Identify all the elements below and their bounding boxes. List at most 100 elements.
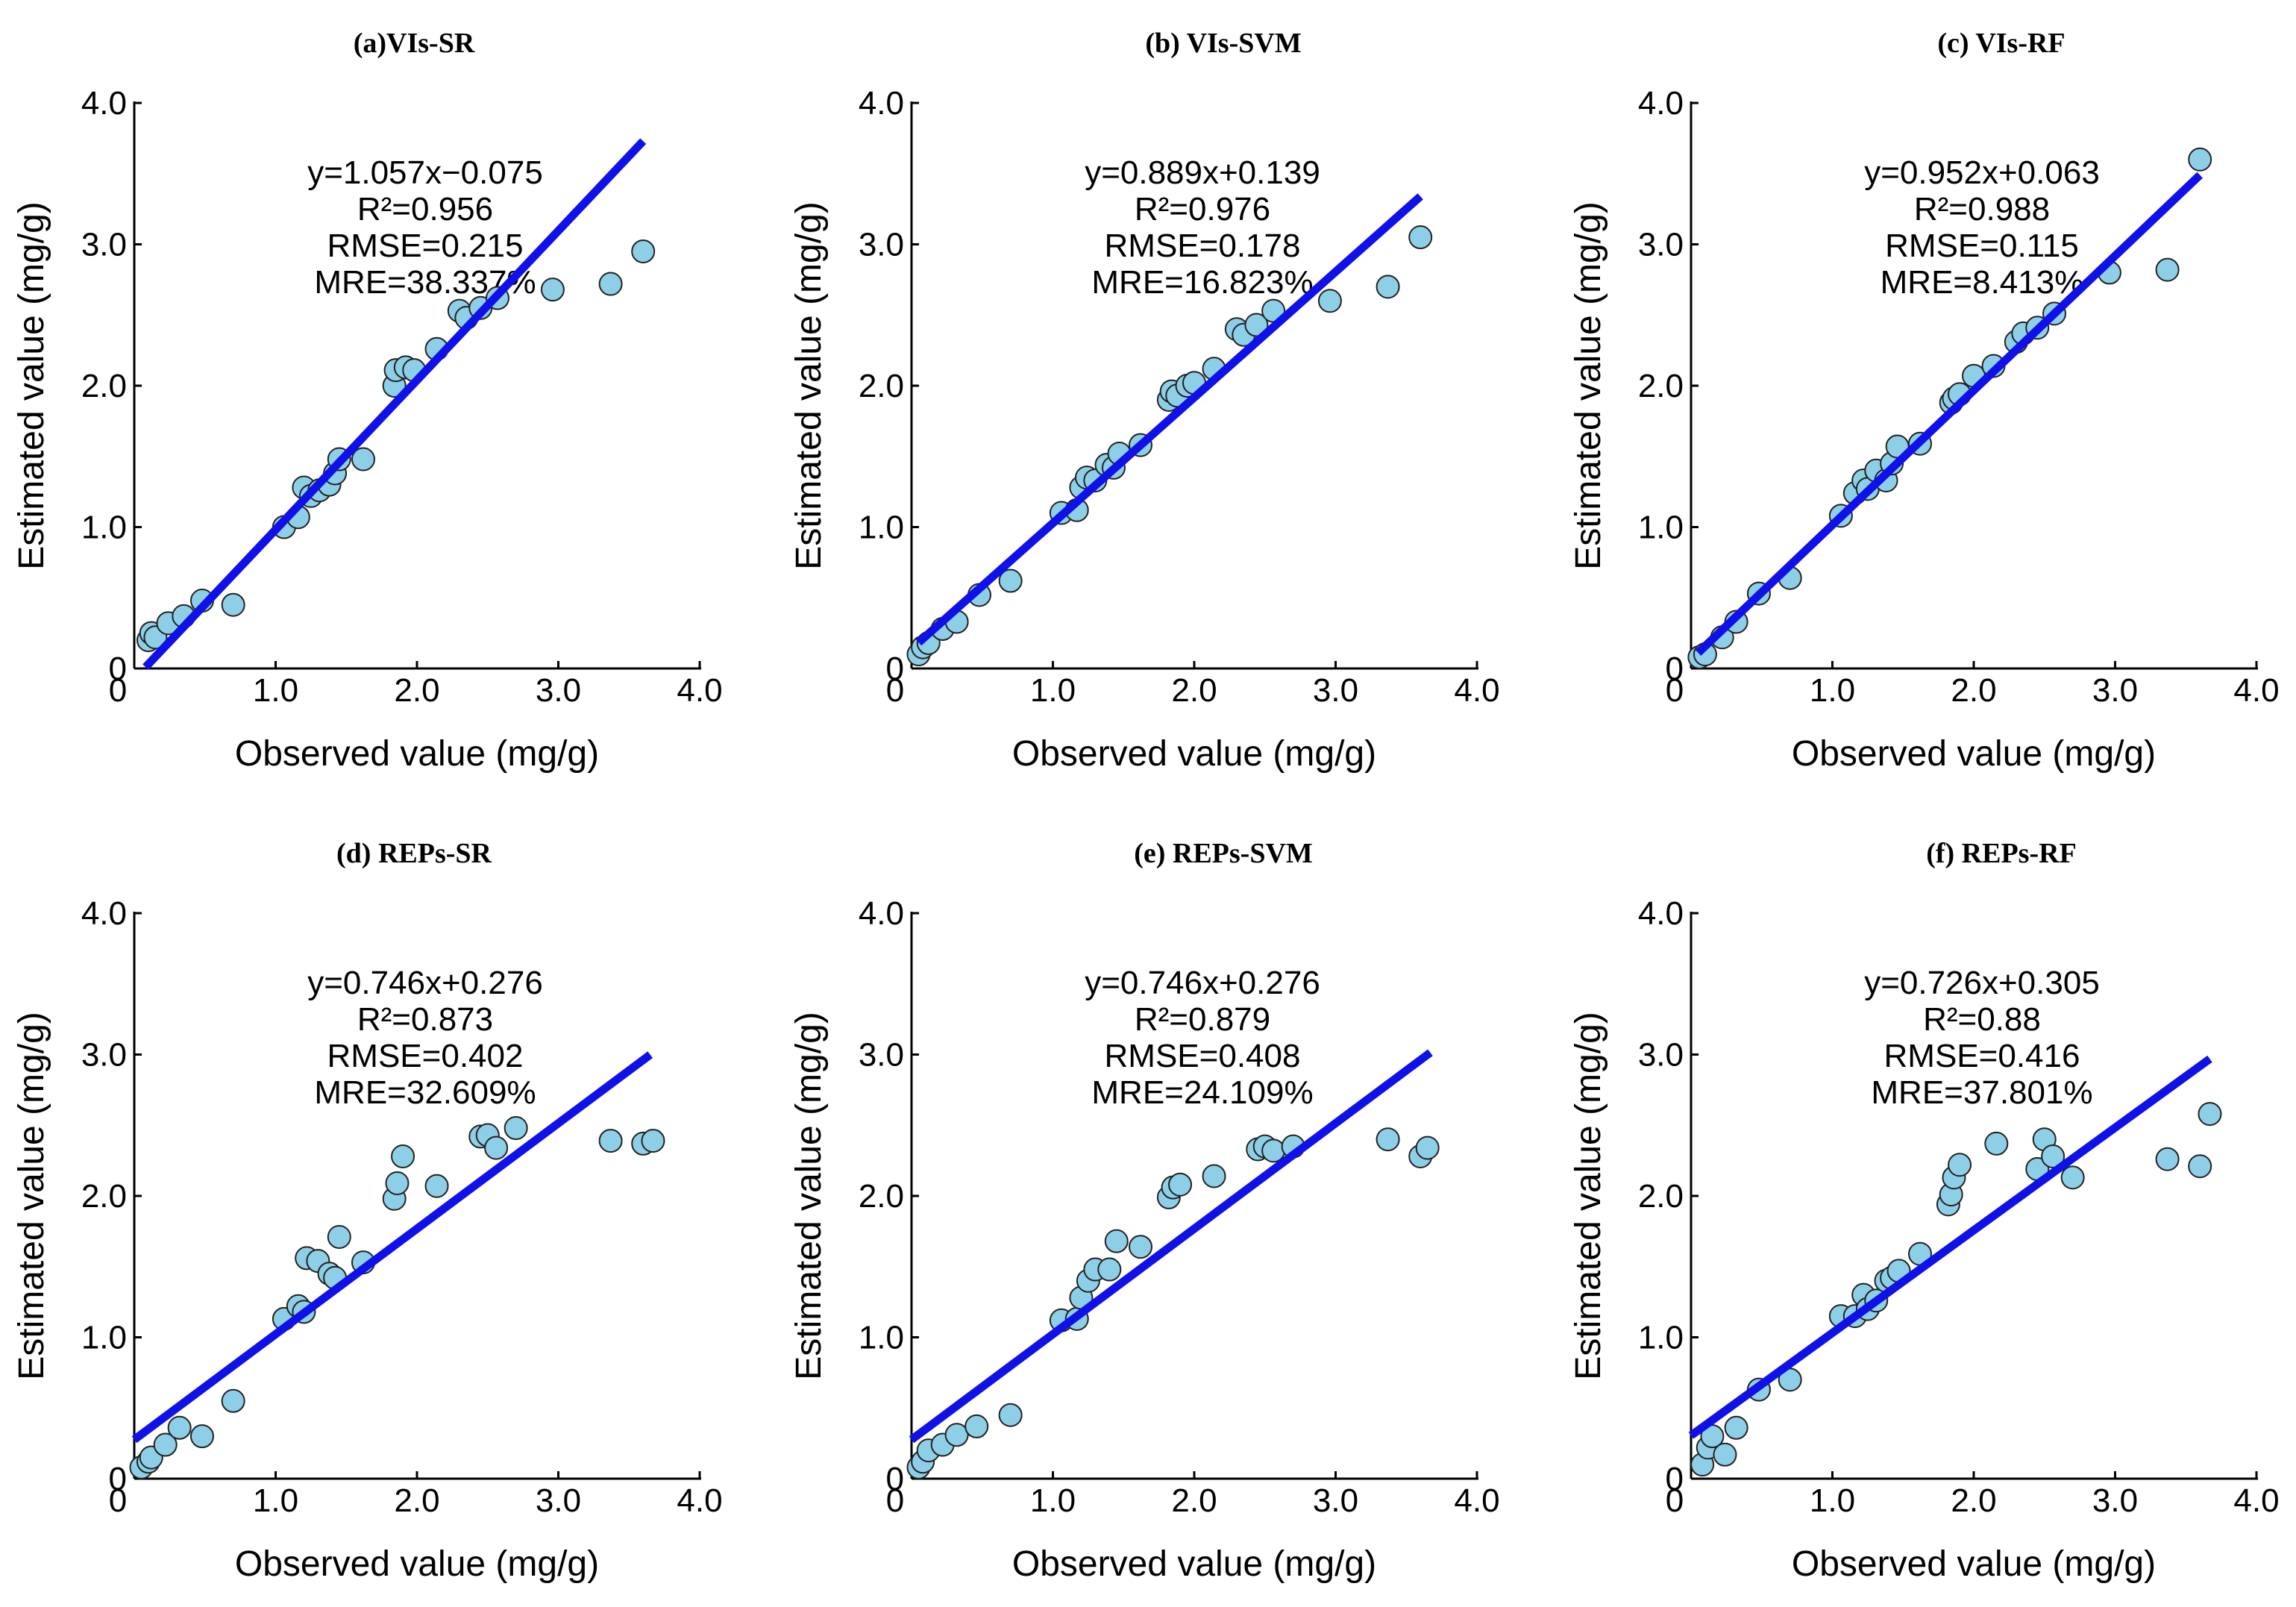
x-tick-label: 1.0 <box>1810 672 1855 709</box>
annotation-line: RMSE=0.408 <box>1105 1038 1301 1074</box>
x-tick-label: 3.0 <box>536 1482 581 1519</box>
data-point <box>484 1135 509 1160</box>
data-point <box>2198 1102 2222 1127</box>
x-tick-label: 4.0 <box>677 672 722 709</box>
data-point <box>598 1129 623 1153</box>
regression-line <box>142 138 647 670</box>
y-tick-label: 0 <box>1666 651 1684 687</box>
x-axis-label: Observed value (mg/g) <box>1792 1544 2156 1584</box>
x-tick-label: 4.0 <box>1454 1482 1499 1519</box>
x-tick-label: 4.0 <box>2233 672 2279 709</box>
y-axis-label: Estimated value (mg/g) <box>789 1012 829 1380</box>
y-tick-label: 4.0 <box>859 895 904 932</box>
annotation-line: RMSE=0.402 <box>327 1038 524 1074</box>
y-tick-label: 2.0 <box>859 1178 904 1215</box>
data-point <box>1168 1172 1193 1197</box>
x-tick-label: 2.0 <box>1171 1482 1217 1519</box>
x-tick-label: 0 <box>886 672 904 709</box>
x-tick-label: 0 <box>109 1482 127 1519</box>
x-tick-label: 3.0 <box>536 672 581 709</box>
data-point <box>504 1116 528 1141</box>
regression-line <box>915 193 1423 646</box>
x-axis-label: Observed value (mg/g) <box>235 734 599 774</box>
y-tick-label: 2.0 <box>1638 368 1684 404</box>
y-tick-label: 1.0 <box>1638 1320 1684 1356</box>
y-tick-label: 1.0 <box>81 510 127 546</box>
x-tick-label: 0 <box>109 672 127 709</box>
data-point <box>351 447 375 472</box>
annotation-line: RMSE=0.416 <box>1884 1038 2080 1074</box>
y-tick-label: 4.0 <box>1638 895 1684 932</box>
y-tick-label: 3.0 <box>81 1037 127 1074</box>
annotation-line: RMSE=0.178 <box>1105 228 1301 264</box>
panel-title: (c) VIs-RF <box>1937 28 2065 59</box>
y-tick-label: 1.0 <box>859 1320 904 1356</box>
y-tick-label: 1.0 <box>859 510 904 546</box>
y-tick-label: 2.0 <box>81 1178 127 1215</box>
data-point <box>1202 1164 1226 1188</box>
x-axis-label: Observed value (mg/g) <box>1012 1544 1376 1584</box>
y-axis-label: Estimated value (mg/g) <box>12 201 51 570</box>
panel-title: (d) REPs-SR <box>336 838 492 869</box>
x-tick-label: 0 <box>1666 672 1684 709</box>
data-point <box>1128 1235 1152 1259</box>
annotation-line: y=1.057x−0.075 <box>307 154 543 191</box>
x-axis-label: Observed value (mg/g) <box>1012 734 1376 774</box>
panel-5: (e) REPs-SVM 0 1.0 2.0 3.0 4.0 0 1.0 2.0 3.0 4.0 Ob… <box>789 838 1500 1584</box>
annotation-line: MRE=37.801% <box>1871 1074 2092 1111</box>
x-tick-label: 3.0 <box>1313 672 1358 709</box>
x-axis-label: Observed value (mg/g) <box>1792 734 2156 774</box>
y-tick-label: 0 <box>109 651 127 687</box>
data-point <box>424 1174 449 1198</box>
data-point <box>944 1423 969 1447</box>
data-point <box>391 1144 415 1168</box>
data-point <box>221 1388 245 1413</box>
x-tick-label: 4.0 <box>677 1482 722 1519</box>
data-point <box>1104 1229 1129 1253</box>
y-tick-label: 2.0 <box>1638 1178 1684 1215</box>
data-point <box>1984 1131 2009 1156</box>
data-point <box>167 1415 192 1440</box>
data-point <box>1948 1153 1972 1177</box>
y-tick-label: 0 <box>1666 1461 1684 1497</box>
annotation-line: R²=0.879 <box>1135 1001 1270 1038</box>
y-tick-label: 1.0 <box>1638 510 1684 546</box>
y-axis-label: Estimated value (mg/g) <box>1569 201 1608 570</box>
data-point <box>221 592 245 617</box>
panel-3: (c) VIs-RF 0 1.0 2.0 3.0 4.0 0 1.0 2.0 3.0 4.0 Obse… <box>1569 28 2280 774</box>
x-tick-label: 0 <box>1666 1482 1684 1519</box>
data-point <box>998 568 1023 593</box>
data-point <box>631 239 656 263</box>
y-tick-label: 3.0 <box>859 227 904 263</box>
data-point <box>153 1432 178 1457</box>
panel-title: (a)VIs-SR <box>354 28 475 59</box>
x-tick-label: 2.0 <box>394 672 439 709</box>
data-point <box>1376 275 1400 299</box>
data-point <box>998 1403 1023 1427</box>
y-tick-label: 3.0 <box>859 1037 904 1074</box>
annotation-line: y=0.746x+0.276 <box>1085 965 1320 1001</box>
data-point <box>385 1171 410 1195</box>
data-point <box>327 1224 351 1249</box>
data-point <box>2041 1144 2066 1168</box>
panel-2: (b) VIs-SVM 0 1.0 2.0 3.0 4.0 0 1.0 2.0 3.0 4.0 Obs… <box>789 28 1500 774</box>
y-tick-label: 4.0 <box>81 895 127 932</box>
data-point <box>1317 289 1342 313</box>
x-tick-label: 0 <box>886 1482 904 1519</box>
y-tick-label: 3.0 <box>1638 1037 1684 1074</box>
panel-title: (b) VIs-SVM <box>1145 28 1301 59</box>
annotation-line: R²=0.873 <box>357 1001 493 1038</box>
y-tick-label: 0 <box>886 651 904 687</box>
y-tick-label: 4.0 <box>81 85 127 122</box>
y-axis-label: Estimated value (mg/g) <box>12 1012 51 1380</box>
data-point <box>1408 225 1433 250</box>
x-tick-label: 1.0 <box>1030 1482 1076 1519</box>
x-tick-label: 2.0 <box>1171 672 1217 709</box>
panel-title: (e) REPs-SVM <box>1134 838 1313 869</box>
data-point <box>2188 1154 2212 1179</box>
x-tick-label: 2.0 <box>394 1482 439 1519</box>
regression-line <box>909 1049 1433 1444</box>
data-point <box>964 1414 989 1438</box>
data-point <box>1713 1442 1737 1467</box>
